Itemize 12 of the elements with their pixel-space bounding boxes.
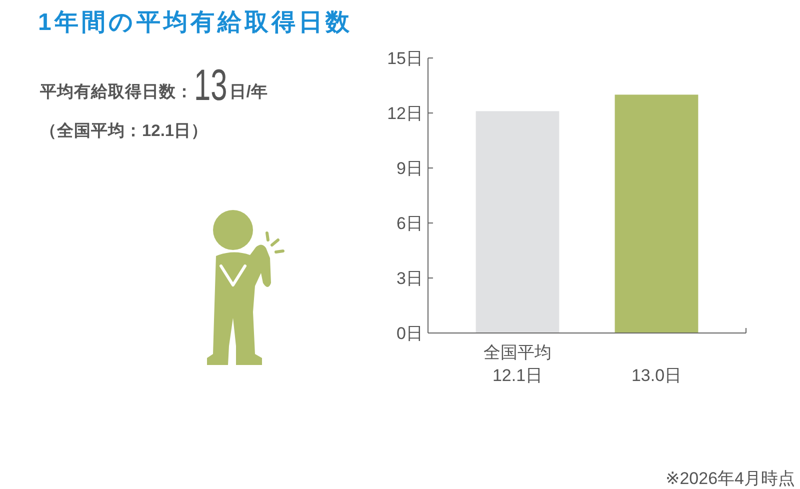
title: 1年間の平均有給取得日数: [38, 9, 352, 36]
value-label: 13.0日: [631, 366, 682, 385]
ytick-label: 12日: [387, 104, 423, 123]
note: （全国平均：12.1日）: [40, 122, 208, 140]
ytick-label: 9日: [396, 159, 423, 178]
ytick-label: 15日: [387, 49, 423, 68]
value-label: 12.1日: [492, 366, 543, 385]
footnote: ※2026年4月時点: [665, 469, 795, 488]
xtick-label: 全国平均: [484, 343, 552, 362]
ytick-label: 0日: [396, 324, 423, 343]
ytick-label: 6日: [396, 214, 423, 233]
ytick-label: 3日: [396, 269, 423, 288]
